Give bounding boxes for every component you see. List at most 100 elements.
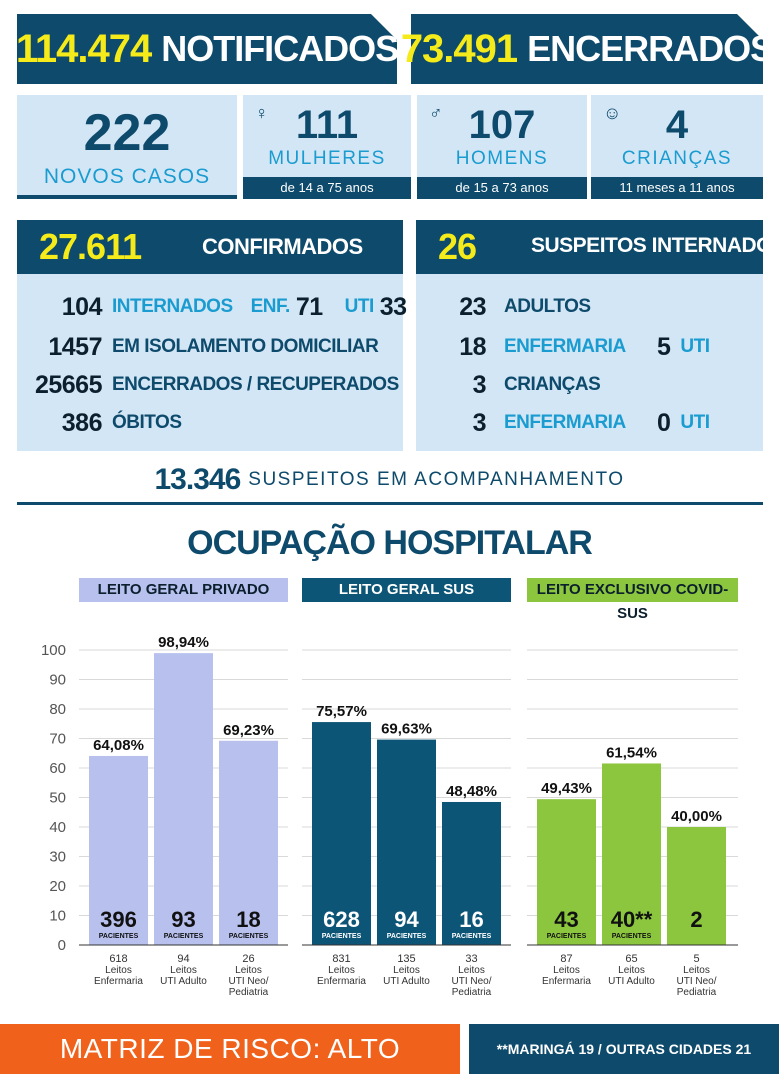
patients-count: 396	[100, 907, 137, 932]
row-label: ENCERRADOS / RECUPERADOS	[112, 374, 399, 395]
category-label: UTI Adulto	[383, 976, 430, 987]
notificados-banner: 114.474 NOTIFICADOS	[15, 14, 399, 84]
patients-label: PACIENTES	[612, 933, 652, 940]
footer-note: **MARINGÁ 19 / OUTRAS CIDADES 21	[496, 1041, 752, 1057]
patients-label: PACIENTES	[229, 933, 269, 940]
beds-count: 33	[465, 953, 477, 965]
patients-label: PACIENTES	[547, 933, 587, 940]
homens-range: de 15 a 73 anos	[417, 177, 587, 199]
bar	[377, 739, 436, 945]
y-tick-label: 90	[49, 672, 66, 689]
patients-count: 40**	[611, 907, 653, 932]
row-label: CRIANÇAS	[504, 374, 601, 395]
notificados-count: 114.474	[15, 26, 152, 71]
baby-icon: ☺	[603, 103, 622, 123]
criancas-label: CRIANÇAS	[621, 148, 733, 169]
matriz-risco-bar: MATRIZ DE RISCO: ALTO	[0, 1024, 460, 1074]
bar	[312, 722, 371, 945]
confirmados-count: 27.611	[39, 226, 142, 267]
confirmados-header: 27.611 CONFIRMADOS	[17, 220, 403, 274]
row-number: 25665	[34, 370, 103, 399]
acompanhamento-label: SUSPEITOS EM ACOMPANHAMENTO	[248, 469, 625, 490]
category-label: Enfermaria	[94, 976, 143, 987]
bar	[154, 653, 213, 945]
patients-label: PACIENTES	[164, 933, 204, 940]
matriz-risco-label: MATRIZ DE RISCO: ALTO	[59, 1033, 401, 1064]
criancas-count: 4	[665, 103, 689, 147]
category-label: UTI Adulto	[160, 976, 207, 987]
y-tick-label: 30	[49, 849, 66, 866]
row-number: 3	[472, 408, 487, 437]
y-tick-label: 80	[49, 701, 66, 718]
bar-value-label: 69,63%	[381, 721, 432, 738]
beds-count: 87	[560, 953, 572, 965]
beds-count: 5	[693, 953, 699, 965]
category-label: UTI Adulto	[608, 976, 655, 987]
suspeitos-body	[416, 274, 763, 451]
man-icon: ♂	[429, 103, 443, 123]
uti-number: 0	[657, 408, 671, 437]
row-label: INTERNADOS	[112, 296, 233, 317]
row-label: ÓBITOS	[112, 412, 182, 433]
novos-casos-underline	[17, 195, 237, 199]
y-tick-label: 100	[41, 642, 66, 659]
mulheres-count: 111	[295, 103, 359, 147]
novos-casos-box: 222 NOVOS CASOS	[17, 95, 237, 199]
y-tick-label: 70	[49, 731, 66, 748]
confirmados-row-internados: 104 INTERNADOS ENF. 71 UTI 33	[17, 289, 407, 325]
banner-fold	[737, 14, 763, 40]
ocupacao-title: OCUPAÇÃO HOSPITALAR	[187, 524, 593, 562]
confirmados-label: CONFIRMADOS	[202, 234, 363, 259]
woman-icon: ♀	[255, 103, 269, 123]
bar-value-label: 49,43%	[541, 780, 592, 797]
confirmados-row-isolamento: 1457 EM ISOLAMENTO DOMICILIAR	[17, 329, 378, 365]
enf-label: ENF.	[250, 296, 291, 317]
row-number: 3	[472, 370, 487, 399]
row-label: ADULTOS	[504, 296, 591, 317]
patients-count: 628	[323, 907, 360, 932]
bar-value-label: 69,23%	[223, 722, 274, 739]
row-label: ENFERMARIA	[504, 336, 626, 357]
mulheres-label: MULHERES	[268, 148, 386, 169]
category-label: Leitos	[553, 965, 580, 976]
y-tick-label: 50	[49, 790, 66, 807]
bar	[442, 801, 501, 945]
novos-casos-label: NOVOS CASOS	[43, 165, 211, 188]
homens-count: 107	[468, 103, 536, 147]
bar-value-label: 98,94%	[158, 634, 209, 651]
category-label: UTI Neo/	[451, 976, 491, 987]
category-label: Pediatria	[229, 987, 269, 998]
bar-value-label: 48,48%	[446, 783, 497, 800]
bar	[219, 740, 278, 945]
patients-label: PACIENTES	[99, 933, 139, 940]
encerrados-count: 73.491	[400, 26, 518, 71]
category-label: UTI Neo/	[228, 976, 268, 987]
beds-count: 831	[332, 953, 350, 965]
category-label: Pediatria	[677, 987, 717, 998]
category-label: Leitos	[683, 965, 710, 976]
y-tick-label: 40	[49, 819, 66, 836]
beds-count: 135	[397, 953, 415, 965]
patients-count: 2	[690, 907, 702, 932]
row-number: 1457	[48, 332, 102, 361]
mulheres-range: de 14 a 75 anos	[243, 177, 411, 199]
suspeitos-count: 26	[438, 226, 477, 267]
patients-count: 16	[459, 907, 483, 932]
category-label: Pediatria	[452, 987, 492, 998]
group-header-privado: LEITO GERAL PRIVADO	[79, 578, 288, 602]
y-tick-label: 10	[49, 908, 66, 925]
patients-label: PACIENTES	[322, 933, 362, 940]
beds-count: 94	[177, 953, 189, 965]
category-label: Leitos	[235, 965, 262, 976]
homens-box: ♂ 107 HOMENS de 15 a 73 anos	[417, 95, 587, 199]
encerrados-label: ENCERRADOS	[527, 28, 774, 69]
beds-count: 26	[242, 953, 254, 965]
uti-label: UTI	[344, 296, 375, 317]
patients-count: 93	[171, 907, 195, 932]
notificados-label: NOTIFICADOS	[161, 28, 399, 69]
bar	[89, 755, 148, 945]
row-label: ENFERMARIA	[504, 412, 626, 433]
acompanhamento-line: 13.346 SUSPEITOS EM ACOMPANHAMENTO	[0, 462, 779, 498]
section-divider	[17, 502, 763, 505]
footer-note-bar: **MARINGÁ 19 / OUTRAS CIDADES 21	[469, 1024, 779, 1074]
